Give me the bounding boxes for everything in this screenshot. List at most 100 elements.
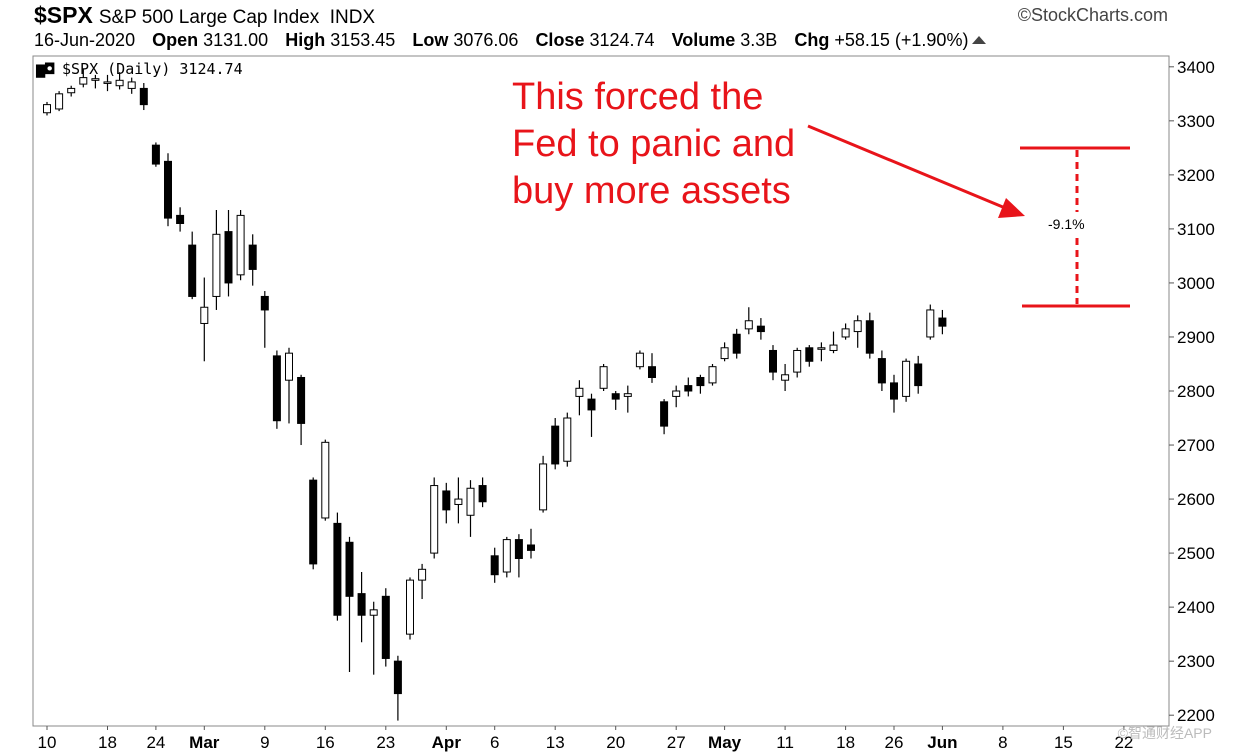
- candle-down: [442, 490, 451, 511]
- x-tick-label: 24: [146, 733, 165, 752]
- x-tick-label: Apr: [432, 733, 462, 752]
- candle-up: [430, 485, 439, 554]
- plot-area: [32, 55, 1170, 727]
- annotation-arrow-line: [807, 124, 1011, 212]
- high-value: 3153.45: [330, 30, 396, 50]
- candle-down: [938, 317, 947, 327]
- candle-down: [514, 539, 523, 559]
- candle-up: [720, 347, 729, 360]
- annotation-text: This forced the Fed to panic and buy mor…: [512, 74, 795, 215]
- candle-down: [248, 244, 257, 270]
- candle-up: [200, 306, 209, 324]
- candle-up: [285, 352, 293, 381]
- candle-down: [272, 355, 281, 422]
- y-tick-label: 2700: [1177, 436, 1215, 455]
- chg-value: +58.15 (+1.90%): [834, 30, 969, 50]
- candle-down: [357, 593, 366, 616]
- candle-down: [478, 485, 487, 503]
- legend-icon: ▆◘: [35, 60, 55, 78]
- y-tick-label: 3200: [1177, 166, 1215, 185]
- quote-date: 16-Jun-2020: [34, 30, 136, 50]
- candle-up: [91, 78, 100, 81]
- candle-down: [648, 366, 656, 378]
- candle-up: [563, 417, 572, 462]
- y-tick-label: 2300: [1177, 652, 1215, 671]
- x-tick-label: 15: [1054, 733, 1073, 752]
- x-tick-label: 6: [490, 733, 499, 752]
- legend: ▆◘ $SPX (Daily) 3124.74: [35, 60, 243, 78]
- candle-down: [224, 231, 233, 284]
- candle-down: [684, 385, 693, 392]
- open-label: Open: [152, 30, 199, 50]
- y-tick-label: 2600: [1177, 490, 1215, 509]
- candle-up: [369, 609, 378, 616]
- candle-up: [539, 463, 548, 511]
- candle-up: [708, 366, 717, 384]
- drawdown-label: -9.1%: [1048, 216, 1085, 232]
- candle-up: [672, 390, 681, 397]
- candle-up: [115, 79, 124, 87]
- annotation-graphics: [807, 124, 1130, 308]
- x-tick-label: 27: [667, 733, 686, 752]
- candle-up: [236, 214, 245, 276]
- candle-up: [418, 568, 427, 581]
- candle-up: [502, 539, 511, 573]
- candle-down: [333, 522, 342, 616]
- candle-up: [212, 233, 221, 297]
- candle-up: [817, 347, 826, 350]
- candle-down: [611, 393, 620, 400]
- candle-down: [914, 363, 923, 387]
- candle-down: [164, 160, 172, 219]
- x-tick-label: 23: [376, 733, 395, 752]
- y-tick-label: 2900: [1177, 328, 1215, 347]
- candle-up: [67, 87, 76, 94]
- x-tick-label: 18: [98, 733, 117, 752]
- x-tick-label: 9: [260, 733, 269, 752]
- annotation-arrow-head: [998, 198, 1025, 218]
- ticker-symbol: $SPX: [34, 2, 93, 28]
- candle-up: [841, 328, 850, 338]
- open-value: 3131.00: [203, 30, 269, 50]
- candle-up: [926, 309, 935, 338]
- quote-line: 16-Jun-2020 Open 3131.00 High 3153.45 Lo…: [34, 30, 987, 51]
- candle-down: [865, 320, 874, 354]
- candle-down: [393, 660, 402, 695]
- index-name: S&P 500 Large Cap Index: [98, 7, 320, 28]
- candle-up: [853, 320, 862, 333]
- candle-down: [769, 349, 777, 373]
- x-axis: 10 18 24 Mar 9 16 23 Apr 6 13 20 27 May 11 18 26 Jun 8 15 2…: [38, 726, 1133, 752]
- candle-up: [127, 81, 136, 89]
- x-tick-label: 22: [1114, 733, 1133, 752]
- y-tick-label: 3100: [1177, 220, 1215, 239]
- candle-down: [188, 244, 197, 297]
- candle-down: [756, 325, 765, 333]
- close-value: 3124.74: [589, 30, 655, 50]
- high-label: High: [285, 30, 326, 50]
- candle-up: [793, 349, 802, 373]
- candle-down: [490, 555, 499, 576]
- volume-label: Volume: [671, 30, 736, 50]
- annotation-line-3: buy more assets: [512, 170, 791, 212]
- x-tick-label: 13: [546, 733, 565, 752]
- y-tick-label: 2400: [1177, 598, 1215, 617]
- candle-down: [176, 214, 185, 224]
- candle-down: [660, 401, 669, 427]
- x-tick-label: Jun: [927, 733, 957, 752]
- candle-up: [454, 498, 463, 505]
- candle-down: [587, 398, 596, 411]
- candle-down: [527, 544, 535, 551]
- y-tick-label: 2500: [1177, 544, 1215, 563]
- candle-up: [781, 374, 790, 381]
- y-tick-label: 2200: [1177, 706, 1215, 725]
- candle-down: [151, 144, 160, 165]
- candle-down: [139, 87, 148, 106]
- candle-up: [466, 487, 475, 516]
- x-tick-label: 16: [316, 733, 335, 752]
- chart-header: $SPX S&P 500 Large Cap Index INDX: [34, 2, 375, 30]
- candle-down: [260, 295, 269, 311]
- x-tick-label: 11: [776, 733, 794, 752]
- x-tick-label: 10: [38, 733, 57, 752]
- candle-up: [575, 387, 584, 397]
- candle-down: [805, 347, 814, 362]
- x-tick-label: Mar: [189, 733, 220, 752]
